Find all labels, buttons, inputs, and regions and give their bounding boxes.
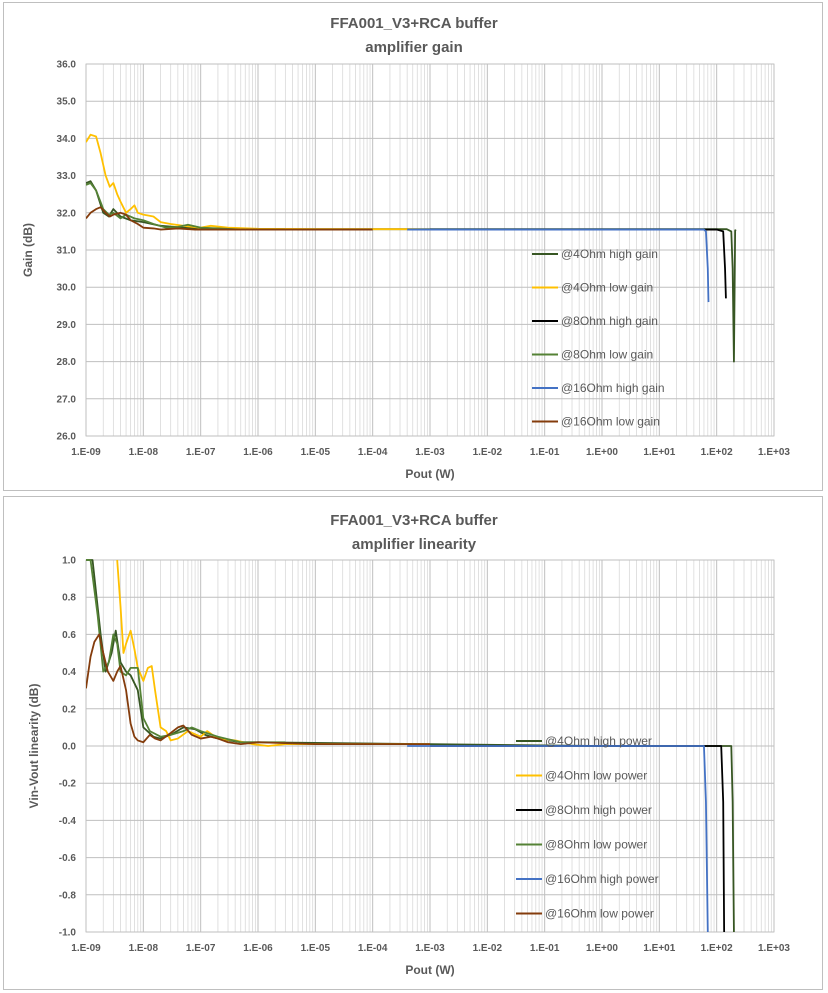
chart1-subtitle: amplifier gain [365, 39, 463, 56]
chart1-x-axis-title: Pout (W) [405, 467, 454, 481]
chart1-legend-label: @4Ohm low gain [561, 281, 653, 295]
chart1-y-tick-label: 33.0 [57, 171, 77, 182]
chart2-y-tick-label: 0.0 [62, 742, 76, 753]
chart1-x-tick-label: 1.E-03 [415, 447, 445, 458]
chart1-x-tick-label: 1.E+03 [758, 447, 790, 458]
chart2-y-tick-label: -0.2 [59, 779, 77, 790]
chart1-y-tick-label: 36.0 [57, 60, 77, 71]
chart1-x-tick-label: 1.E-09 [71, 447, 101, 458]
chart2-x-tick-label: 1.E-05 [301, 943, 331, 954]
chart1-y-tick-label: 31.0 [57, 246, 77, 257]
chart2-y-tick-label: 0.2 [62, 704, 76, 715]
chart2-group: 1.0 0.8 0.6 0.4 0.2 0.0 -0.2 -0.4 -0.6 -0.8 -1.0 1.… [27, 512, 790, 977]
chart1-x-tick-label: 1.E-07 [186, 447, 216, 458]
chart2-y-tick-label: 0.6 [62, 630, 76, 641]
chart2-series-line-5 [407, 745, 709, 933]
chart2-y-tick-label: -0.6 [59, 853, 77, 864]
chart1-x-tick-label: 1.E-01 [530, 447, 560, 458]
chart1-legend-label: @8Ohm low gain [561, 348, 653, 362]
chart1-y-tick-label: 28.0 [57, 357, 77, 368]
chart2-x-tick-label: 1.E-03 [415, 943, 445, 954]
chart1-x-tick-label: 1.E+01 [643, 447, 675, 458]
chart1-group: 36.0 35.0 34.0 33.0 32.0 31.0 30.0 29.0 28.0 27.0… [21, 15, 790, 481]
chart2-legend-label: @4Ohm high power [545, 734, 652, 748]
chart2-x-tick-label: 1.E-01 [530, 943, 560, 954]
chart2-series-line-6 [86, 633, 430, 746]
chart1-x-tick-label: 1.E-08 [129, 447, 159, 458]
chart2-legend-label: @16Ohm low power [545, 907, 654, 921]
chart1-x-tick-label: 1.E-06 [243, 447, 273, 458]
chart1-legend-label: @8Ohm high gain [561, 314, 658, 328]
chart2-x-tick-label: 1.E-07 [186, 943, 216, 954]
chart1-y-tick-label: 29.0 [57, 320, 77, 331]
chart1-x-tick-label: 1.E+00 [586, 447, 618, 458]
chart2-y-tick-label: 1.0 [62, 556, 76, 567]
chart2-x-tick-label: 1.E-06 [243, 943, 273, 954]
chart2-legend-label: @8Ohm low power [545, 838, 647, 852]
chart2-title: FFA001_V3+RCA buffer [330, 512, 498, 529]
chart1-y-tick-label: 30.0 [57, 283, 77, 294]
chart2-y-tick-label: -0.4 [59, 816, 77, 827]
chart1-series-line-5 [407, 228, 710, 303]
chart1-legend-label: @16Ohm low gain [561, 415, 660, 429]
chart2-x-tick-label: 1.E-08 [129, 943, 159, 954]
chart1-y-axis-title: Gain (dB) [21, 223, 35, 277]
chart2-y-tick-label: -0.8 [59, 890, 77, 901]
chart2-x-axis-title: Pout (W) [405, 963, 454, 977]
chart2-x-tick-label: 1.E-04 [358, 943, 388, 954]
chart1-y-tick-label: 34.0 [57, 134, 77, 145]
chart1-y-tick-label: 26.0 [57, 432, 77, 443]
chart1-x-tick-label: 1.E-04 [358, 447, 388, 458]
chart2-y-tick-label: 0.8 [62, 593, 76, 604]
chart2-y-tick-label: -1.0 [59, 928, 77, 939]
chart2-y-tick-label: 0.4 [62, 667, 76, 678]
chart1-x-tick-label: 1.E+02 [701, 447, 733, 458]
chart2-subtitle: amplifier linearity [352, 536, 477, 553]
chart2-legend-label: @8Ohm high power [545, 803, 652, 817]
chart2-y-axis-title: Vin-Vout linearity (dB) [27, 684, 41, 809]
chart2-x-tick-label: 1.E-02 [473, 943, 503, 954]
chart1-x-tick-label: 1.E-05 [301, 447, 331, 458]
chart1-series-line-2 [86, 133, 431, 231]
chart2-x-tick-label: 1.E+00 [586, 943, 618, 954]
chart1-legend-label: @4Ohm high gain [561, 247, 658, 261]
chart1-title: FFA001_V3+RCA buffer [330, 15, 498, 32]
chart2-legend-label: @4Ohm low power [545, 769, 647, 783]
chart1-y-tick-label: 32.0 [57, 208, 77, 219]
chart1-x-tick-label: 1.E-02 [473, 447, 503, 458]
chart2-x-tick-label: 1.E+01 [643, 943, 675, 954]
chart1-legend-label: @16Ohm high gain [561, 381, 665, 395]
chart2-x-tick-label: 1.E+03 [758, 943, 790, 954]
chart1-y-tick-label: 35.0 [57, 97, 77, 108]
chart1-y-tick-label: 27.0 [57, 394, 77, 405]
chart1-series-line-6 [86, 206, 373, 231]
chart2-x-tick-label: 1.E-09 [71, 943, 101, 954]
chart2-legend-label: @16Ohm high power [545, 872, 659, 886]
chart2-series-line-2 [116, 559, 430, 747]
chart2-x-tick-label: 1.E+02 [701, 943, 733, 954]
